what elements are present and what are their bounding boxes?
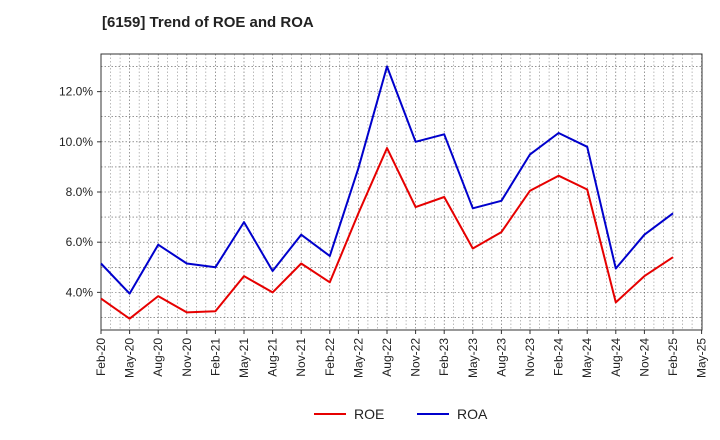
series-line-roa — [100, 65, 674, 295]
x-tick-label: Nov-22 — [409, 338, 423, 377]
x-tick-label: Nov-21 — [294, 338, 308, 377]
x-tick-label: Feb-21 — [208, 338, 222, 376]
x-tick-label: Aug-24 — [609, 338, 623, 377]
series-lines — [100, 65, 674, 320]
legend: ROE ROA — [314, 406, 488, 422]
x-tick-label: Nov-24 — [637, 338, 651, 377]
x-tick-label: Feb-25 — [666, 338, 680, 376]
x-tick-label: Feb-23 — [437, 338, 451, 376]
y-tick-label: 8.0% — [66, 185, 94, 199]
x-tick-label: May-23 — [466, 338, 480, 378]
x-tick-label: Nov-23 — [523, 338, 537, 377]
x-tick-label: May-25 — [695, 338, 709, 378]
series-line-roe — [100, 147, 674, 320]
legend-label-roa: ROA — [457, 406, 488, 422]
x-tick-label: Feb-22 — [323, 338, 337, 376]
x-tick-label: Aug-20 — [151, 338, 165, 377]
chart-title: [6159] Trend of ROE and ROA — [102, 14, 314, 31]
x-tick-label: Aug-23 — [494, 338, 508, 377]
x-tick-labels: Feb-20 May-20 Aug-20 Nov-20 Feb-21 May-21 Aug-… — [94, 330, 709, 378]
y-tick-labels: 4.0% 6.0% 8.0% 10.0% 12.0% — [59, 85, 101, 299]
y-tick-label: 10.0% — [59, 135, 93, 149]
x-tick-label: May-20 — [123, 338, 137, 378]
y-tick-label: 6.0% — [66, 235, 94, 249]
x-tick-label: Feb-20 — [94, 338, 108, 376]
x-tick-label: Feb-24 — [552, 338, 566, 376]
x-tick-label: Aug-22 — [380, 338, 394, 377]
y-tick-label: 12.0% — [59, 85, 93, 99]
x-tick-label: Nov-20 — [180, 338, 194, 377]
y-tick-label: 4.0% — [66, 285, 94, 299]
x-tick-label: Aug-21 — [266, 338, 280, 377]
x-tick-label: May-24 — [580, 338, 594, 378]
legend-label-roe: ROE — [354, 406, 384, 422]
x-tick-label: May-22 — [351, 338, 365, 378]
grid — [100, 54, 702, 330]
x-tick-label: May-21 — [237, 338, 251, 378]
